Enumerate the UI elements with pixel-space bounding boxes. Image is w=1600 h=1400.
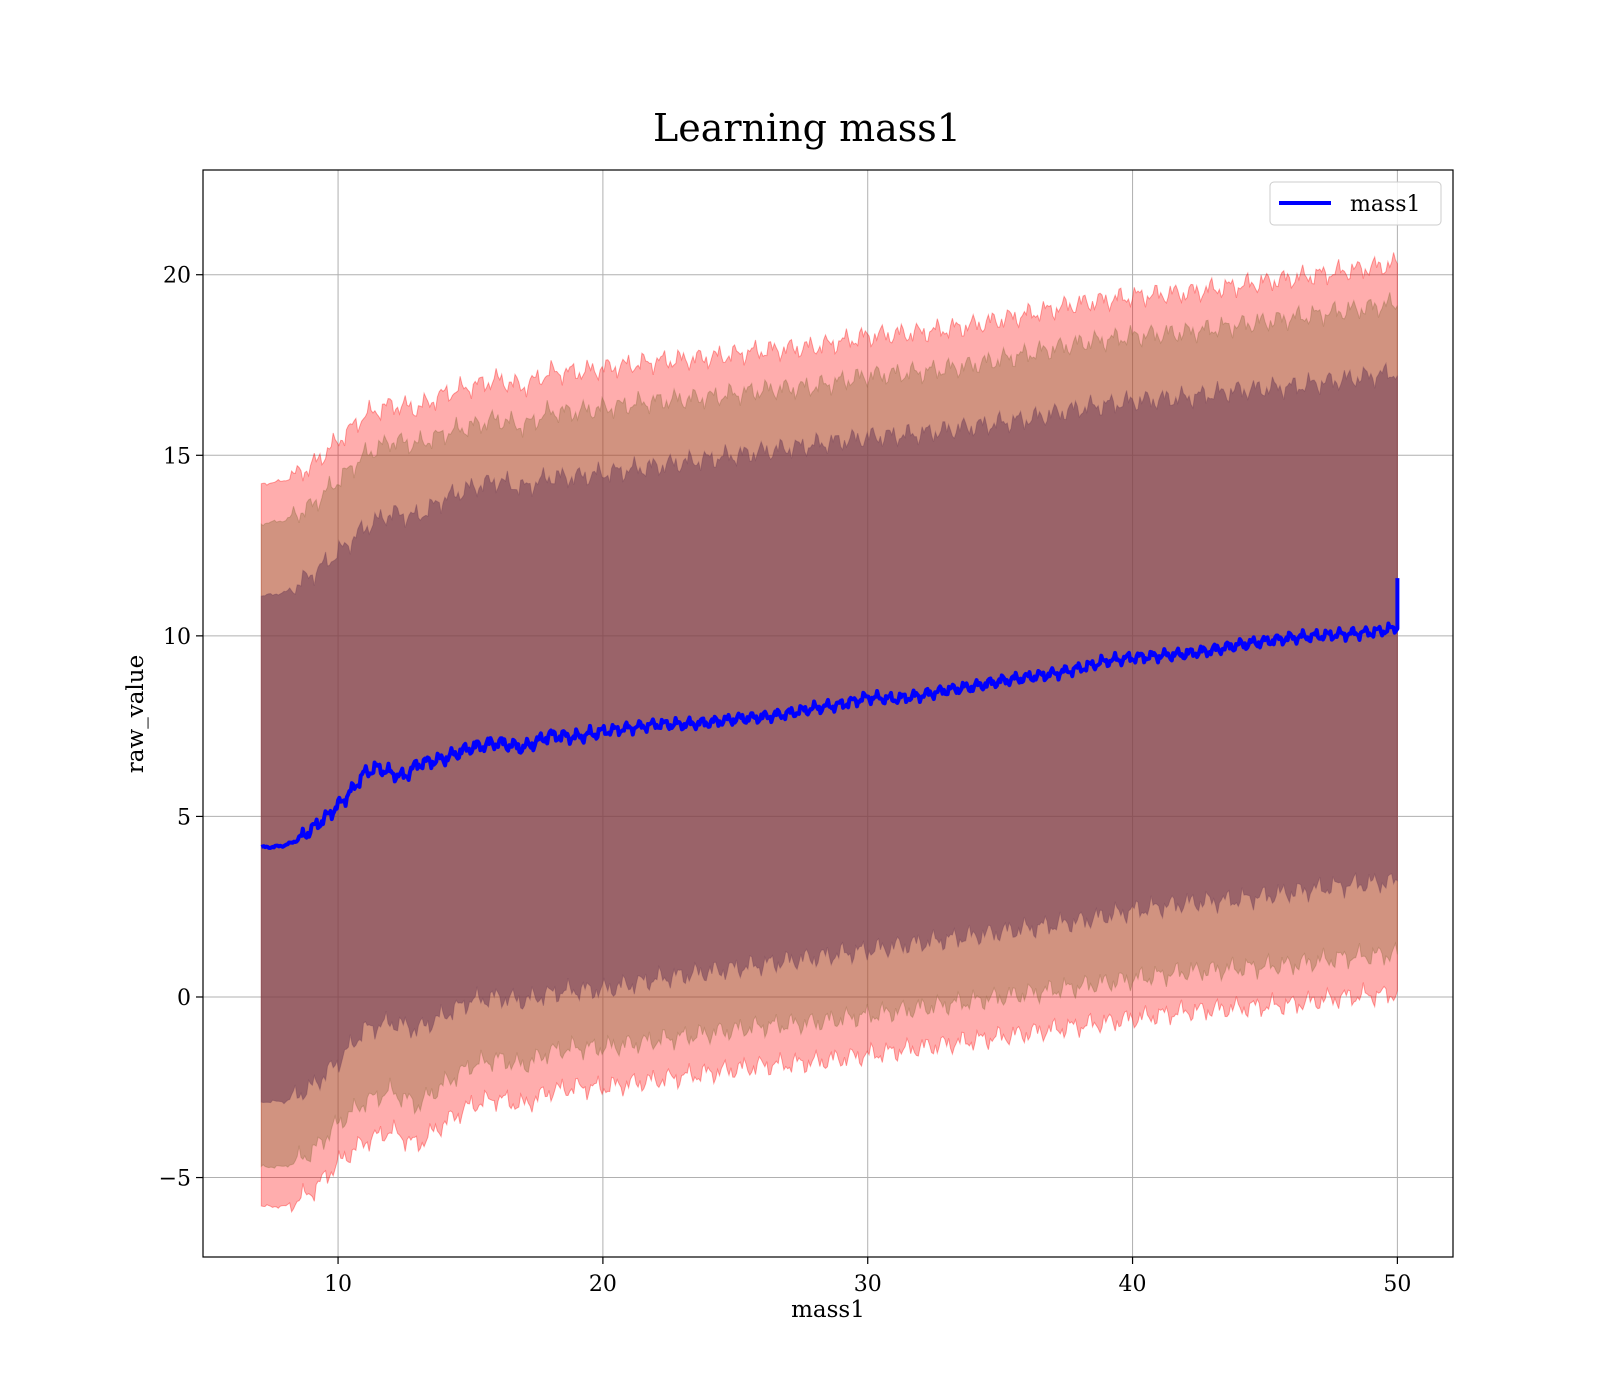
series-lines — [260, 578, 1400, 850]
x-tick-label: 40 — [1119, 1272, 1147, 1297]
x-tick-label: 50 — [1383, 1272, 1411, 1297]
band-3 — [260, 361, 1398, 1105]
plot-frame — [202, 169, 1454, 1258]
x-tick-label: 30 — [854, 1272, 882, 1297]
y-tick-label: 10 — [163, 625, 191, 650]
x-tick-label: 10 — [324, 1272, 352, 1297]
y-tick-label: −5 — [159, 1167, 191, 1192]
y-tick-label: 0 — [177, 986, 191, 1011]
legend-box — [1269, 181, 1442, 226]
x-tick-label: 20 — [589, 1272, 617, 1297]
axis-ticks: 10 20 30 40 50 −5 0 5 10 15 20 — [159, 264, 1412, 1297]
x-axis-label: mass1 — [791, 1297, 865, 1323]
y-tick-label: 20 — [163, 264, 191, 289]
series-line-mass1 — [260, 578, 1400, 850]
chart-title: Learning mass1 — [653, 106, 961, 150]
legend: mass1 — [1269, 181, 1442, 226]
legend-label-mass1: mass1 — [1350, 192, 1421, 217]
y-axis-label: raw_value — [123, 655, 149, 773]
confidence-bands — [260, 252, 1398, 1214]
y-tick-label: 15 — [163, 444, 191, 469]
y-tick-label: 5 — [177, 805, 191, 830]
